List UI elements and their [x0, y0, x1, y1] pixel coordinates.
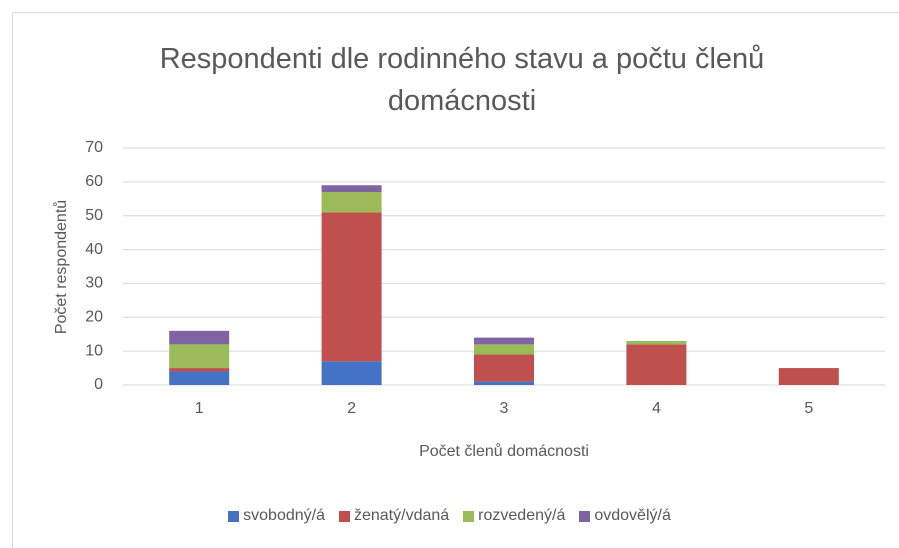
chart-border — [12, 12, 899, 548]
y-tick-label: 70 — [85, 139, 103, 156]
legend-label: rozvedený/á — [478, 507, 566, 524]
legend-label: ovdovělý/á — [594, 507, 671, 524]
legend-label: svobodný/á — [243, 507, 325, 524]
x-tick-label: 5 — [804, 400, 813, 417]
bar-segment — [321, 361, 382, 385]
bar-segment — [778, 368, 839, 385]
legend-swatch — [338, 510, 350, 522]
y-tick-label: 50 — [85, 207, 103, 224]
bar-segment — [626, 344, 687, 385]
bar-segment — [321, 212, 382, 362]
y-tick-label: 20 — [85, 309, 103, 326]
x-tick-label: 2 — [347, 400, 356, 417]
bar-segment — [321, 192, 382, 213]
bar-segment — [474, 354, 534, 382]
bar-segment — [169, 330, 230, 345]
y-axis-label: Počet respondentů — [52, 200, 70, 334]
legend-swatch — [463, 510, 475, 522]
y-tick-label: 30 — [85, 275, 103, 292]
x-axis-label: Počet členů domácnosti — [419, 442, 589, 460]
y-tick-label: 10 — [85, 342, 103, 359]
y-tick-label: 60 — [85, 173, 103, 190]
legend-label: ženatý/vdaná — [353, 507, 450, 524]
x-tick-label: 4 — [652, 400, 661, 417]
bar-segment — [626, 340, 687, 345]
y-tick-label: 40 — [85, 241, 103, 258]
y-tick-label: 0 — [94, 376, 103, 393]
x-tick-label: 1 — [195, 400, 204, 417]
legend-item: ženatý/vdaná — [338, 507, 450, 525]
bar-segment — [474, 337, 534, 345]
legend-swatch — [579, 510, 591, 522]
legend-item: ovdovělý/á — [579, 507, 671, 525]
x-tick-label: 3 — [500, 400, 509, 417]
bar-segment — [474, 381, 534, 385]
bar-segment — [321, 185, 382, 193]
bar-segment — [169, 371, 230, 385]
bar-segment — [169, 344, 230, 369]
bar-segment — [474, 344, 534, 355]
legend: svobodný/á ženatý/vdaná rozvedený/á ovdověl… — [0, 507, 899, 525]
chart-title: Respondenti dle rodinného stavu a počtu … — [159, 43, 765, 117]
legend-swatch — [228, 510, 240, 522]
legend-item: rozvedený/á — [463, 507, 565, 525]
legend-item: svobodný/á — [228, 507, 325, 525]
bar-segment — [169, 368, 230, 372]
